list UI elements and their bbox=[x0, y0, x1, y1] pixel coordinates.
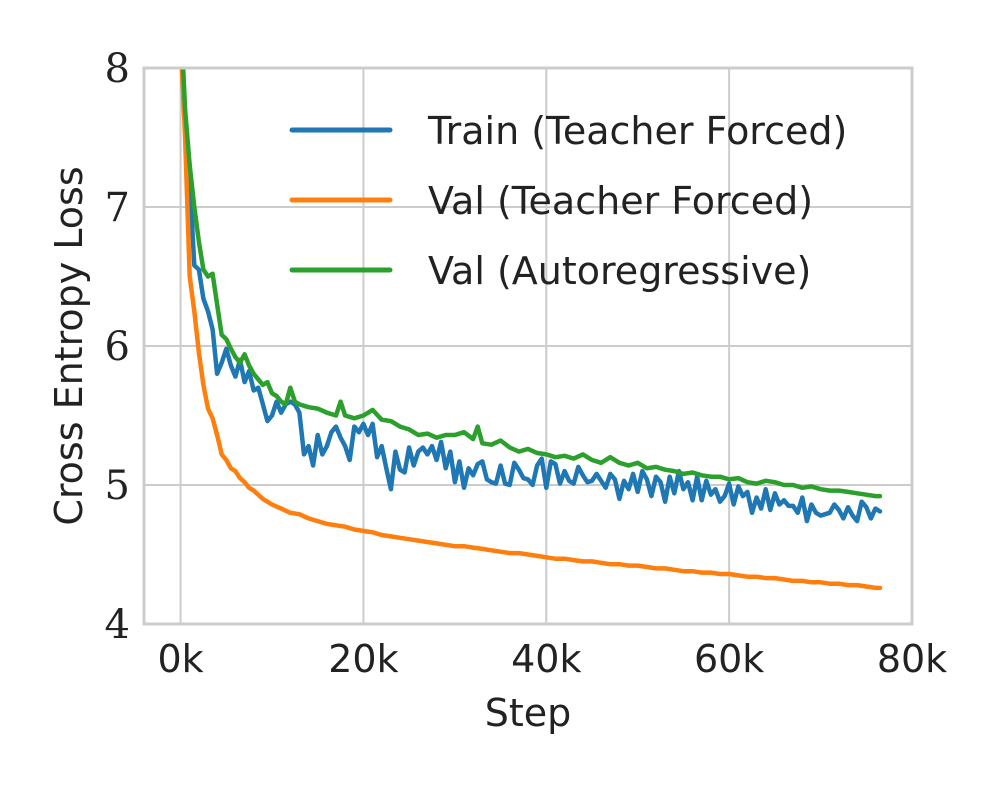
y-tick-label: 4 bbox=[105, 602, 130, 648]
plot-frame bbox=[142, 66, 914, 626]
x-tick-label: 80k bbox=[877, 637, 947, 681]
y-tick-label: 5 bbox=[105, 463, 130, 509]
x-tick-label: 40k bbox=[511, 637, 581, 681]
x-axis-label: Step bbox=[485, 691, 572, 735]
legend-label: Val (Autoregressive) bbox=[428, 249, 811, 293]
legend-label: Val (Teacher Forced) bbox=[428, 179, 813, 223]
series-line-val-autoregressive bbox=[180, 68, 883, 499]
y-tick-label: 7 bbox=[105, 185, 130, 231]
series-line-val-teacher-forced bbox=[179, 68, 883, 591]
legend-item-val-autoregressive: Val (Autoregressive) bbox=[289, 249, 811, 293]
legend: Train (Teacher Forced) Val (Teacher Force… bbox=[289, 109, 847, 293]
series-line-train-teacher-forced bbox=[180, 68, 883, 524]
x-tick-label: 20k bbox=[328, 637, 398, 681]
x-axis-ticks: 0k 20k 40k 60k 80k bbox=[157, 637, 947, 681]
legend-item-train-teacher-forced: Train (Teacher Forced) bbox=[289, 109, 847, 153]
y-axis-label: Cross Entropy Loss bbox=[47, 166, 91, 525]
y-tick-label: 8 bbox=[105, 46, 130, 92]
x-tick-label: 0k bbox=[157, 637, 203, 681]
x-tick-label: 60k bbox=[694, 637, 764, 681]
series-lines bbox=[179, 68, 883, 591]
legend-item-val-teacher-forced: Val (Teacher Forced) bbox=[289, 179, 813, 223]
y-tick-label: 6 bbox=[105, 324, 130, 370]
y-axis-ticks: 4 5 6 7 8 bbox=[105, 46, 130, 648]
legend-label: Train (Teacher Forced) bbox=[427, 109, 847, 153]
